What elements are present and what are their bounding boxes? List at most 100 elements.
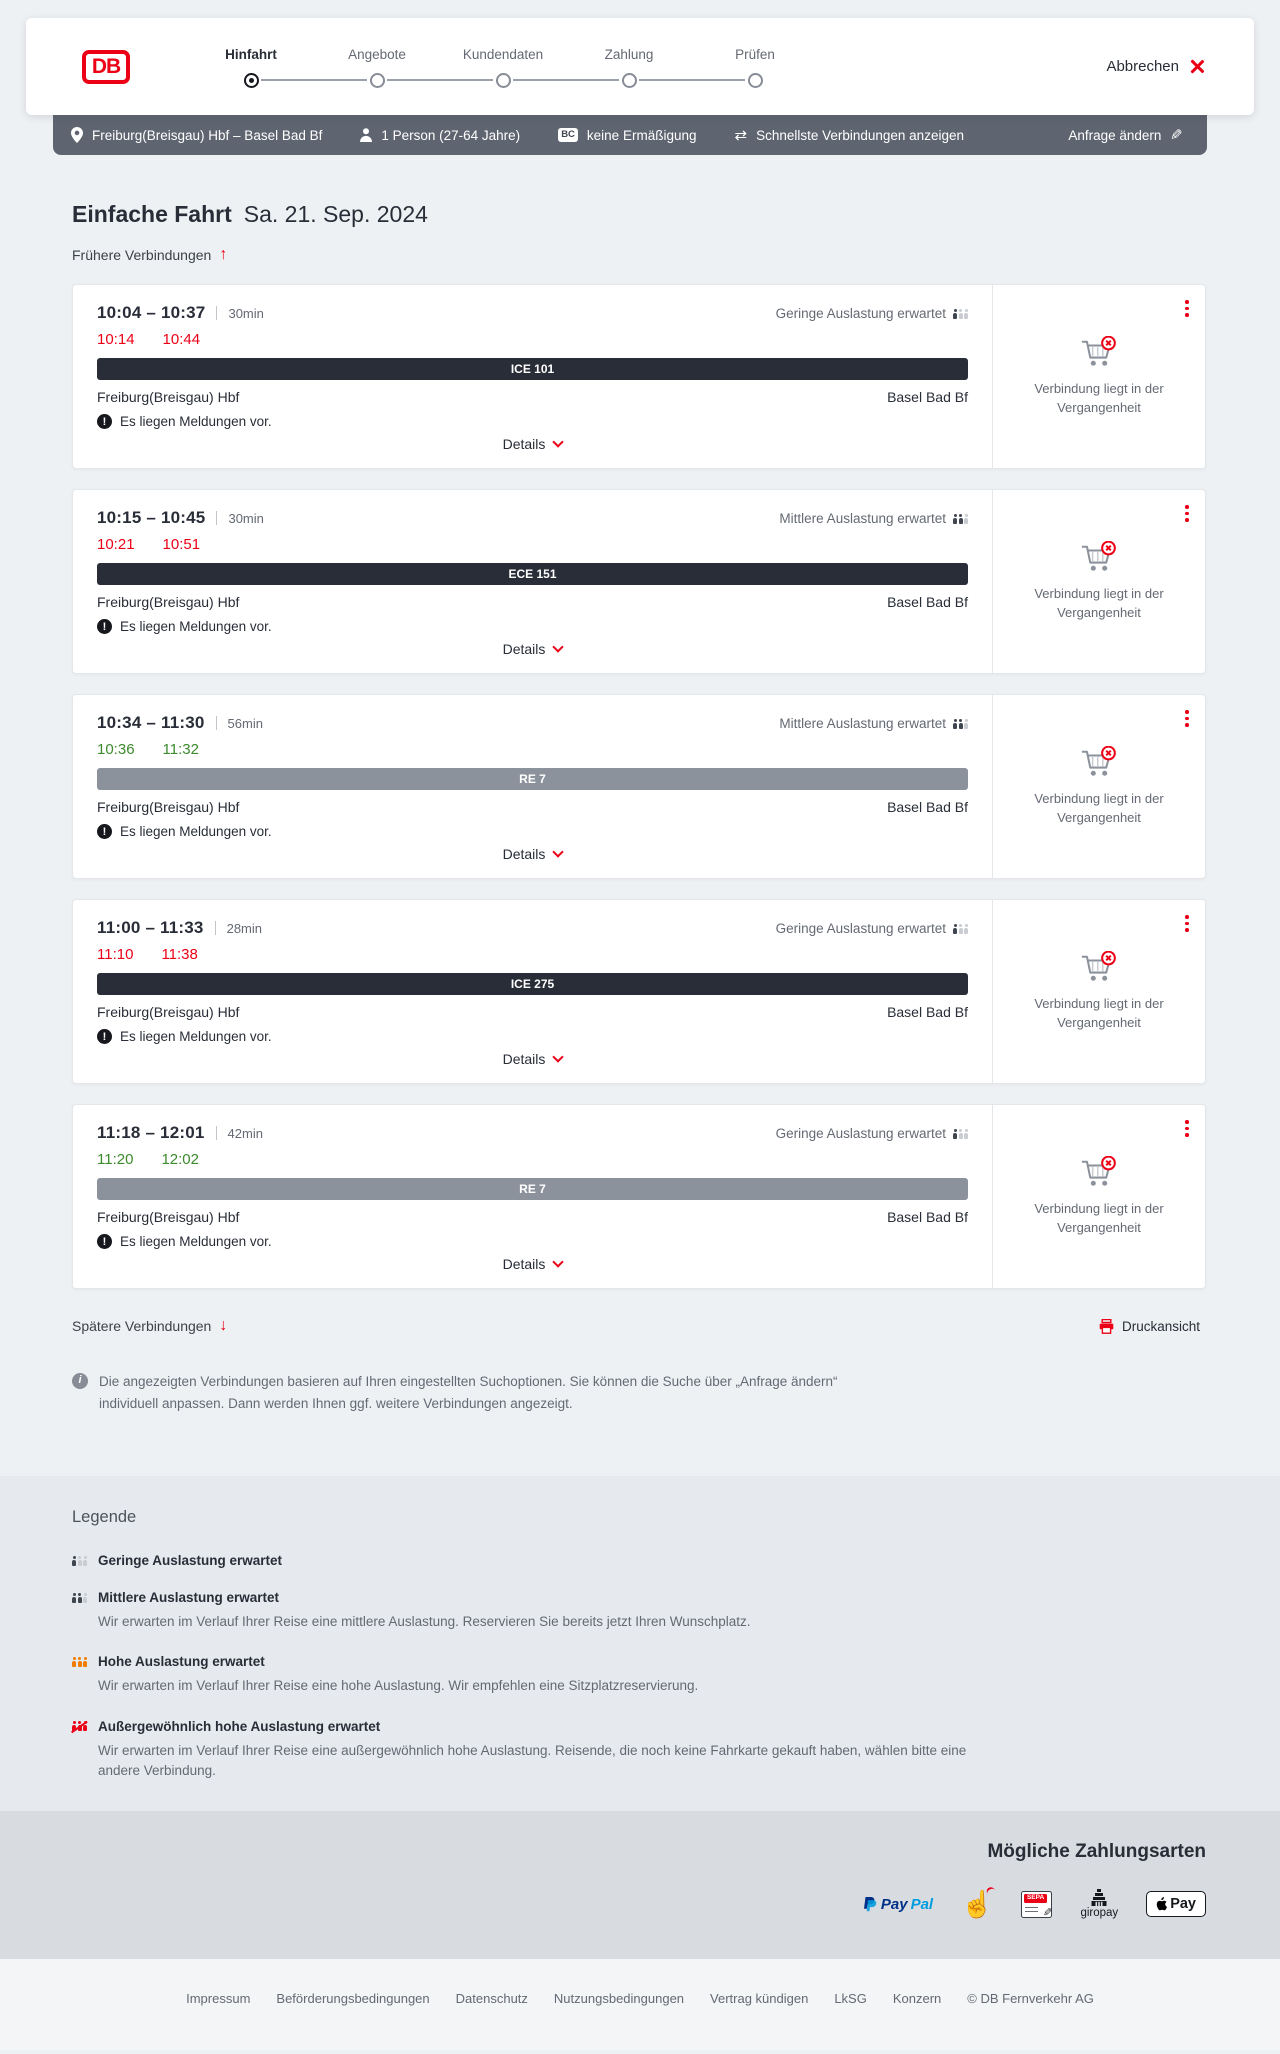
discount-chip: BC keine Ermäßigung — [558, 128, 696, 143]
step-label: Kundendaten — [462, 46, 544, 62]
details-button[interactable]: Details — [502, 842, 565, 866]
details-button[interactable]: Details — [503, 432, 565, 456]
cart-unavailable-icon — [1081, 1155, 1116, 1186]
connection-main: 10:04 – 10:37 30min Geringe Auslastung e… — [73, 285, 992, 468]
message-text: Es liegen Meldungen vor. — [120, 1029, 272, 1044]
message-row: ! Es liegen Meldungen vor. — [97, 1029, 968, 1044]
footer-link[interactable]: Impressum — [186, 1991, 251, 2007]
earlier-connections-button[interactable]: Frühere Verbindungen ↑ — [72, 246, 227, 264]
past-connection-note: Verbindung liegt in der Vergangenheit — [1034, 995, 1164, 1030]
copyright: © DB Fernverkehr AG — [967, 1991, 1094, 2007]
fastest-connections-toggle[interactable]: ⇄ Schnellste Verbindungen anzeigen — [734, 128, 964, 143]
occupancy-icon — [953, 718, 968, 729]
origin-station: Freiburg(Breisgau) Hbf — [97, 594, 240, 610]
step-dot-active — [243, 72, 259, 88]
options-menu-button[interactable] — [1182, 912, 1192, 935]
connection-card: 10:04 – 10:37 30min Geringe Auslastung e… — [72, 284, 1206, 469]
step-zahlung[interactable]: Zahlung — [566, 46, 745, 88]
step-kundendaten[interactable]: Kundendaten — [440, 46, 619, 88]
giropay-tower-icon — [1091, 1889, 1107, 1907]
actual-departure: 10:21 — [97, 536, 135, 553]
cancel-button[interactable]: Abbrechen — [1100, 57, 1210, 76]
origin-station: Freiburg(Breisgau) Hbf — [97, 1004, 240, 1020]
connection-main: 11:18 – 12:01 42min Geringe Auslastung e… — [73, 1105, 992, 1288]
options-menu-button[interactable] — [1182, 707, 1192, 730]
connection-main: 11:00 – 11:33 28min Geringe Auslastung e… — [73, 900, 992, 1083]
footer-link[interactable]: Vertrag kündigen — [710, 1991, 809, 2007]
options-menu-button[interactable] — [1182, 297, 1192, 320]
paypal-icon — [863, 1896, 877, 1911]
duration: 56min — [227, 716, 263, 731]
footer-link[interactable]: Beförderungsbedingungen — [276, 1991, 430, 2007]
occupancy-label: Geringe Auslastung erwartet — [775, 306, 946, 321]
train-line-bar[interactable]: RE 7 — [97, 768, 968, 790]
legend-item-description: Wir erwarten im Verlauf Ihrer Reise eine… — [98, 1742, 967, 1778]
footer-link[interactable]: Konzern — [892, 1991, 942, 2007]
train-line-bar[interactable]: ECE 151 — [97, 563, 968, 585]
legend-section: Legende Geringe Auslastung erwartet Mitt… — [0, 1476, 1280, 1812]
details-label: Details — [502, 846, 546, 862]
print-view-button[interactable]: Druckansicht — [1093, 1318, 1206, 1335]
occupancy: Mittlere Auslastung erwartet — [779, 511, 968, 526]
giropay-logo: giropay — [1080, 1889, 1118, 1919]
change-request-button[interactable]: Anfrage ändern ✎ — [1062, 127, 1189, 144]
step-pruefen[interactable]: Prüfen — [692, 46, 818, 88]
legend-title: Legende — [72, 1508, 137, 1527]
step-hinfahrt[interactable]: Hinfahrt — [188, 46, 367, 88]
footer-links: Impressum Beförderungsbedingungen Datens… — [0, 1991, 1280, 2006]
chevron-down-icon — [552, 1050, 565, 1063]
connection-header-row: 11:18 – 12:01 42min Geringe Auslastung e… — [97, 1123, 968, 1143]
step-label: Angebote — [348, 46, 406, 62]
legend-item-label: Geringe Auslastung erwartet — [98, 1553, 283, 1569]
connection-card: 10:34 – 11:30 56min Mittlere Auslastung … — [72, 694, 1206, 879]
stations-row: Freiburg(Breisgau) Hbf Basel Bad Bf — [97, 799, 968, 815]
destination-station: Basel Bad Bf — [887, 594, 968, 610]
duration: 42min — [227, 1126, 263, 1141]
options-menu-button[interactable] — [1182, 502, 1192, 525]
printer-icon — [1099, 1318, 1114, 1334]
connection-list: 10:04 – 10:37 30min Geringe Auslastung e… — [72, 284, 1206, 1289]
message-row: ! Es liegen Meldungen vor. — [97, 1234, 968, 1249]
sepa-lines — [1025, 1906, 1039, 1912]
step-angebote[interactable]: Angebote — [314, 46, 493, 88]
duration: 30min — [228, 306, 264, 321]
realtime-times: 10:21 10:51 — [97, 536, 968, 553]
details-button[interactable]: Details — [503, 1047, 565, 1071]
footer-link[interactable]: Datenschutz — [455, 1991, 528, 2007]
change-request-label: Anfrage ändern — [1068, 127, 1162, 143]
footer-link[interactable]: Nutzungsbedingungen — [553, 1991, 685, 2007]
connection-side-panel: Verbindung liegt in der Vergangenheit — [992, 1105, 1205, 1288]
pencil-icon: ✎ — [1170, 126, 1183, 144]
apple-pay-word: Pay — [1170, 1896, 1196, 1913]
details-button[interactable]: Details — [503, 1252, 565, 1276]
later-connections-label: Spätere Verbindungen — [72, 1318, 212, 1334]
footer-link[interactable]: LkSG — [834, 1991, 867, 2007]
chevron-down-icon — [552, 1255, 565, 1268]
details-button[interactable]: Details — [503, 637, 565, 661]
actual-arrival: 12:02 — [161, 1151, 199, 1168]
chevron-down-icon — [552, 435, 565, 448]
train-label: ECE 151 — [508, 567, 557, 581]
legend-item: Mittlere Auslastung erwartet Wir erwarte… — [72, 1590, 1206, 1632]
trip-summary-bar: Freiburg(Breisgau) Hbf – Basel Bad Bf 1 … — [53, 115, 1207, 155]
later-connections-button[interactable]: Spätere Verbindungen ↓ — [72, 1317, 227, 1335]
train-line-bar[interactable]: ICE 275 — [97, 973, 968, 995]
message-row: ! Es liegen Meldungen vor. — [97, 824, 968, 839]
occupancy-icon — [953, 513, 968, 524]
info-icon: i — [72, 1373, 88, 1389]
actual-arrival: 10:51 — [162, 536, 201, 553]
train-line-bar[interactable]: ICE 101 — [97, 358, 968, 380]
occupancy-icon — [953, 923, 968, 934]
occupancy-label: Mittlere Auslastung erwartet — [779, 511, 946, 526]
alert-icon: ! — [97, 414, 112, 429]
legend-item-label: Hohe Auslastung erwartet — [98, 1654, 265, 1670]
options-menu-button[interactable] — [1182, 1117, 1192, 1140]
destination-station: Basel Bad Bf — [887, 799, 968, 815]
paypal-word-2: Pal — [910, 1895, 934, 1913]
train-line-bar[interactable]: RE 7 — [97, 1178, 968, 1200]
occupancy-icon — [72, 1721, 87, 1732]
chevron-down-icon — [552, 640, 565, 653]
divider — [215, 1126, 217, 1140]
payment-section: Mögliche Zahlungsarten Pay Pal ☝ SEPA ✎ — [0, 1811, 1280, 1960]
occupancy-icon — [953, 308, 968, 319]
